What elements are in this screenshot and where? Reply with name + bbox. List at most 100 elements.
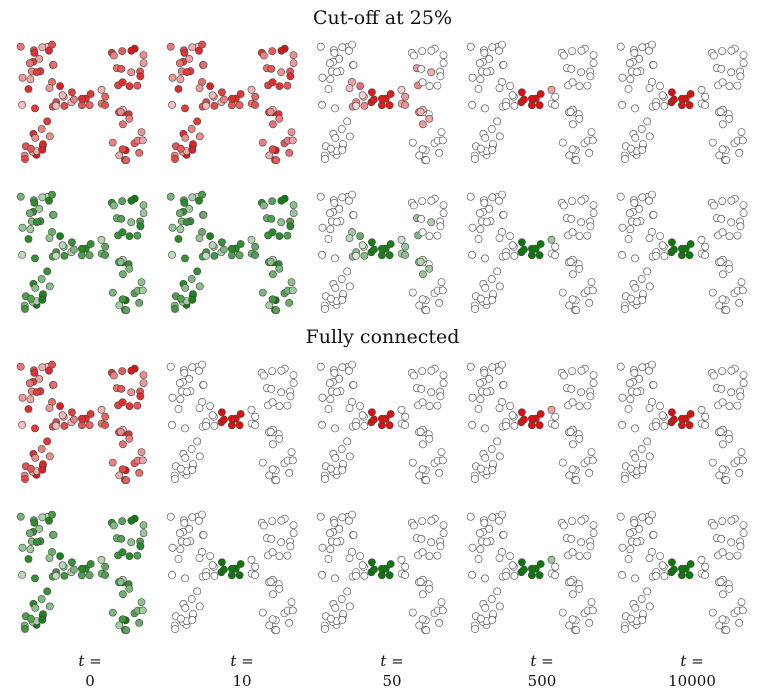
point-full_red-t0-18 xyxy=(30,368,39,377)
point-full_green-t0-19 xyxy=(48,510,56,519)
point-cutoff_red-t0-20 xyxy=(43,117,52,126)
point-cutoff_red-t2-74 xyxy=(367,88,376,97)
point-full_green-t4-70 xyxy=(708,608,717,617)
point-cutoff_red-t4-73 xyxy=(660,102,669,110)
point-full_green-t2-36 xyxy=(321,625,329,633)
point-full_green-t0-14 xyxy=(45,554,54,562)
point-full_green-t4-20 xyxy=(643,587,652,596)
point-full_red-t2-20 xyxy=(343,437,352,446)
point-full_green-t0-88 xyxy=(56,552,64,560)
point-full_red-t0-23 xyxy=(31,424,39,433)
point-cutoff_green-t1-86 xyxy=(247,235,256,244)
point-cutoff_red-t3-84 xyxy=(528,94,536,103)
point-full_green-t0-17 xyxy=(18,543,27,552)
point-full_green-t3-68 xyxy=(587,598,596,606)
point-full_green-t0-5 xyxy=(25,529,34,538)
point-full_green-t4-46 xyxy=(739,521,748,529)
point-full_red-t4-19 xyxy=(648,360,656,369)
point-cutoff_green-t4-22 xyxy=(631,283,640,292)
point-full_green-t3-23 xyxy=(481,574,489,583)
point-cutoff_red-t1-66 xyxy=(266,107,275,116)
point-full_red-t4-35 xyxy=(638,465,647,474)
point-full_green-t0-35 xyxy=(38,616,47,624)
panel-full_red-t4 xyxy=(616,360,748,485)
point-cutoff_green-t2-83 xyxy=(358,241,367,250)
point-full_green-t1-86 xyxy=(247,555,256,564)
point-full_green-t0-15 xyxy=(26,545,35,554)
point-cutoff_red-t0-17 xyxy=(18,73,27,82)
point-full_green-t0-33 xyxy=(45,602,54,611)
point-full_red-t4-11 xyxy=(638,363,647,372)
point-cutoff_red-t4-50 xyxy=(727,46,736,55)
point-full_red-t3-50 xyxy=(577,366,586,375)
point-full_red-t1-71 xyxy=(268,465,277,474)
point-cutoff_red-t0-15 xyxy=(26,75,35,84)
point-full_red-t4-5 xyxy=(625,379,634,388)
point-full_green-t4-16 xyxy=(645,516,653,525)
point-cutoff_red-t2-60 xyxy=(435,148,444,157)
point-full_green-t1-16 xyxy=(195,516,203,525)
point-cutoff_red-t4-15 xyxy=(626,75,635,84)
point-full_red-t1-23 xyxy=(181,424,189,433)
point-cutoff_green-t0-74 xyxy=(68,238,76,247)
point-full_red-t2-41 xyxy=(439,379,448,387)
point-cutoff_green-t2-37 xyxy=(337,275,346,283)
point-cutoff_red-t0-44 xyxy=(117,65,126,73)
point-cutoff_red-t0-86 xyxy=(97,85,106,94)
panel-full_green-t1 xyxy=(166,510,298,635)
point-cutoff_red-t1-22 xyxy=(181,133,190,142)
point-cutoff_red-t0-35 xyxy=(38,145,47,154)
point-cutoff_green-t2-12 xyxy=(349,210,358,219)
point-full_green-t3-32 xyxy=(476,614,485,623)
point-cutoff_green-t1-71 xyxy=(268,295,277,304)
point-full_green-t4-11 xyxy=(638,513,647,522)
panel-cutoff_green-t3 xyxy=(466,190,598,315)
point-full_red-t3-52 xyxy=(577,388,586,397)
panel-full_red-t0 xyxy=(16,360,148,485)
point-full_green-t3-9 xyxy=(466,512,475,521)
point-cutoff_red-t0-83 xyxy=(58,91,67,100)
point-full_green-t4-42 xyxy=(733,551,742,560)
point-full_red-t0-11 xyxy=(38,363,47,372)
point-full_red-t2-37 xyxy=(337,445,346,453)
point-full_red-t4-70 xyxy=(708,458,717,467)
point-cutoff_green-t1-5 xyxy=(175,209,184,218)
point-cutoff_red-t1-32 xyxy=(176,144,185,153)
point-cutoff_red-t3-63 xyxy=(569,120,577,129)
point-cutoff_green-t3-32 xyxy=(476,294,485,303)
point-cutoff_green-t0-42 xyxy=(133,231,142,240)
point-cutoff_green-t1-32 xyxy=(176,294,185,303)
point-cutoff_green-t1-46 xyxy=(289,201,298,209)
point-full_red-t1-69 xyxy=(288,456,297,465)
point-full_green-t4-15 xyxy=(626,545,635,554)
point-full_red-t0-81 xyxy=(101,412,110,421)
point-full_red-t1-46 xyxy=(289,371,298,379)
point-full_green-t1-48 xyxy=(268,548,277,557)
point-cutoff_green-t3-79 xyxy=(520,245,528,254)
point-full_red-t3-56 xyxy=(575,434,584,443)
point-cutoff_green-t0-17 xyxy=(18,223,27,232)
point-cutoff_green-t4-73 xyxy=(660,251,669,260)
point-full_red-t3-48 xyxy=(568,398,577,407)
point-cutoff_green-t4-74 xyxy=(668,238,676,247)
point-cutoff_green-t1-70 xyxy=(258,288,267,297)
point-cutoff_green-t1-84 xyxy=(227,244,236,253)
point-full_green-t1-51 xyxy=(259,521,268,530)
point-cutoff_red-t1-88 xyxy=(206,82,214,90)
point-cutoff_green-t4-53 xyxy=(736,222,745,231)
point-full_red-t0-83 xyxy=(58,411,67,420)
point-cutoff_red-t4-88 xyxy=(656,82,664,90)
point-full_green-t0-89 xyxy=(52,571,60,580)
point-full_green-t3-84 xyxy=(528,564,536,573)
point-cutoff_green-t4-81 xyxy=(701,242,710,251)
point-cutoff_red-t4-68 xyxy=(737,128,746,136)
point-full_red-t0-19 xyxy=(48,360,56,369)
point-full_red-t3-67 xyxy=(572,476,581,485)
point-cutoff_green-t1-14 xyxy=(195,234,204,242)
point-cutoff_green-t4-42 xyxy=(733,231,742,240)
point-cutoff_green-t1-15 xyxy=(176,225,185,234)
point-cutoff_red-t0-79 xyxy=(70,95,78,104)
point-cutoff_red-t4-60 xyxy=(735,148,744,157)
point-full_green-t1-68 xyxy=(287,598,296,606)
point-full_green-t1-81 xyxy=(251,562,260,571)
